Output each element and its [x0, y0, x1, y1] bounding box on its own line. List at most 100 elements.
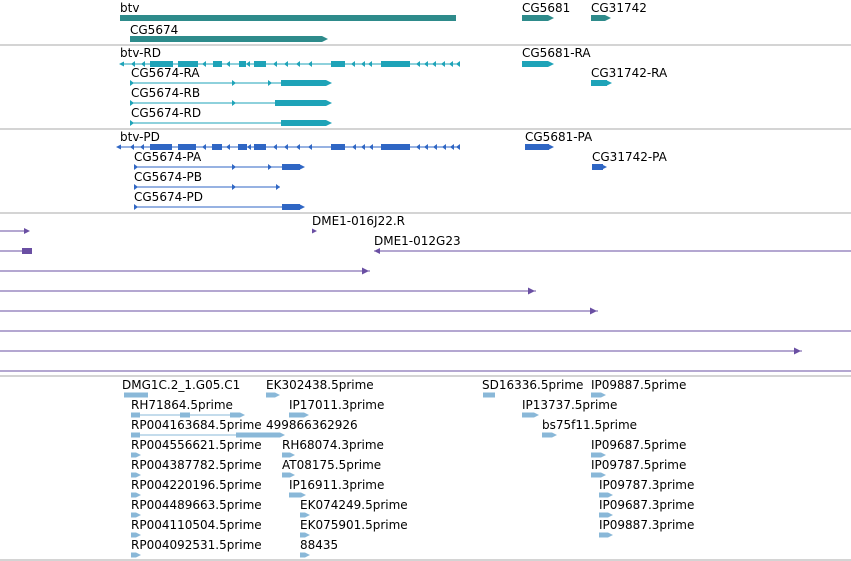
est-block[interactable]	[131, 452, 136, 458]
exon-block[interactable]	[525, 144, 549, 150]
exon-block[interactable]	[212, 144, 222, 150]
est-block[interactable]	[282, 452, 290, 458]
est-label[interactable]: IP09887.3prime	[599, 518, 694, 532]
exon-block[interactable]	[275, 100, 326, 106]
protein-label[interactable]: CG5674-PA	[134, 150, 202, 164]
gene-bar[interactable]	[591, 15, 605, 21]
est-block[interactable]	[131, 412, 140, 418]
est-label[interactable]: AT08175.5prime	[282, 458, 381, 472]
est-label[interactable]: RP004489663.5prime	[131, 498, 262, 512]
est-block[interactable]	[591, 452, 601, 458]
est-label[interactable]: DMG1C.2_1.G05.C1	[122, 378, 240, 392]
exon-block[interactable]	[213, 61, 222, 67]
transcript-label[interactable]: CG5674-RA	[131, 66, 200, 80]
exon-block[interactable]	[281, 80, 326, 86]
est-block[interactable]	[266, 392, 275, 398]
est-label[interactable]: RH68074.3prime	[282, 438, 384, 452]
gene-bar[interactable]	[522, 15, 548, 21]
est-block[interactable]	[131, 492, 136, 498]
est-label[interactable]: IP09787.5prime	[591, 458, 686, 472]
est-block[interactable]	[300, 552, 305, 558]
est-block[interactable]	[131, 552, 136, 558]
gene-bar[interactable]	[130, 36, 322, 42]
exon-block[interactable]	[591, 80, 607, 86]
est-label[interactable]: EK302438.5prime	[266, 378, 374, 392]
exon-block[interactable]	[281, 120, 326, 126]
transcript-label[interactable]: CG31742-RA	[591, 66, 668, 80]
est-block[interactable]	[542, 432, 552, 438]
exon-block[interactable]	[282, 164, 300, 170]
est-block[interactable]	[131, 512, 136, 518]
exon-block[interactable]	[331, 144, 345, 150]
protein-label[interactable]: CG5674-PD	[134, 190, 203, 204]
est-block[interactable]	[131, 472, 136, 478]
est-block[interactable]	[131, 532, 136, 538]
exon-block[interactable]	[592, 164, 603, 170]
est-label[interactable]: bs75f11.5prime	[542, 418, 637, 432]
exon-block[interactable]	[522, 61, 548, 67]
est-label[interactable]: EK074249.5prime	[300, 498, 408, 512]
est-label[interactable]: 88435	[300, 538, 338, 552]
exon-block[interactable]	[282, 204, 300, 210]
est-block[interactable]	[266, 432, 275, 438]
est-label[interactable]: RP004556621.5prime	[131, 438, 262, 452]
transcript-label[interactable]: CG5681-RA	[522, 46, 591, 60]
est-label[interactable]: 499866362926	[266, 418, 358, 432]
est-label[interactable]: RH71864.5prime	[131, 398, 233, 412]
est-label[interactable]: EK075901.5prime	[300, 518, 408, 532]
est-label[interactable]: RP004387782.5prime	[131, 458, 262, 472]
est-block[interactable]	[289, 412, 304, 418]
transcript-label[interactable]: CG5674-RD	[131, 106, 201, 120]
protein-label[interactable]: CG5674-PB	[134, 170, 202, 184]
est-block[interactable]	[599, 492, 608, 498]
est-block[interactable]	[599, 532, 608, 538]
clone-label[interactable]: DME1-016J22.R	[312, 214, 405, 228]
est-label[interactable]: RP004163684.5prime	[131, 418, 262, 432]
exon-block[interactable]	[254, 144, 266, 150]
est-label[interactable]: IP13737.5prime	[522, 398, 617, 412]
gene-bar[interactable]	[120, 15, 456, 21]
est-label[interactable]: IP09787.3prime	[599, 478, 694, 492]
est-block[interactable]	[300, 512, 305, 518]
est-block[interactable]	[124, 392, 148, 398]
clone-block[interactable]	[22, 248, 32, 254]
est-block[interactable]	[522, 412, 534, 418]
gene-label[interactable]: btv	[120, 1, 139, 15]
exon-block[interactable]	[178, 144, 196, 150]
exon-block[interactable]	[381, 144, 410, 150]
exon-block[interactable]	[178, 61, 198, 67]
est-label[interactable]: IP09887.5prime	[591, 378, 686, 392]
est-label[interactable]: IP16911.3prime	[289, 478, 384, 492]
est-label[interactable]: RP004092531.5prime	[131, 538, 262, 552]
est-block[interactable]	[591, 392, 601, 398]
protein-label[interactable]: btv-PD	[120, 130, 160, 144]
exon-block[interactable]	[238, 144, 247, 150]
exon-block[interactable]	[150, 144, 172, 150]
exon-block[interactable]	[239, 61, 246, 67]
clone-label[interactable]: DME1-012G23	[374, 234, 461, 248]
gene-label[interactable]: CG31742	[591, 1, 647, 15]
est-block[interactable]	[591, 472, 601, 478]
est-block[interactable]	[599, 512, 608, 518]
exon-block[interactable]	[381, 61, 410, 67]
est-block[interactable]	[180, 412, 190, 418]
est-block[interactable]	[230, 412, 240, 418]
protein-label[interactable]: CG5681-PA	[525, 130, 593, 144]
protein-label[interactable]: CG31742-PA	[592, 150, 668, 164]
est-block[interactable]	[236, 432, 280, 438]
est-block[interactable]	[289, 492, 301, 498]
est-block[interactable]	[131, 432, 140, 438]
est-label[interactable]: IP09687.5prime	[591, 438, 686, 452]
transcript-label[interactable]: CG5674-RB	[131, 86, 200, 100]
est-label[interactable]: SD16336.5prime	[482, 378, 583, 392]
transcript-label[interactable]: btv-RD	[120, 46, 161, 60]
est-block[interactable]	[282, 472, 290, 478]
est-label[interactable]: RP004220196.5prime	[131, 478, 262, 492]
gene-label[interactable]: CG5674	[130, 23, 178, 37]
exon-block[interactable]	[254, 61, 266, 67]
est-block[interactable]	[300, 532, 305, 538]
est-block[interactable]	[483, 392, 495, 398]
est-label[interactable]: IP17011.3prime	[289, 398, 384, 412]
exon-block[interactable]	[331, 61, 345, 67]
est-label[interactable]: RP004110504.5prime	[131, 518, 262, 532]
